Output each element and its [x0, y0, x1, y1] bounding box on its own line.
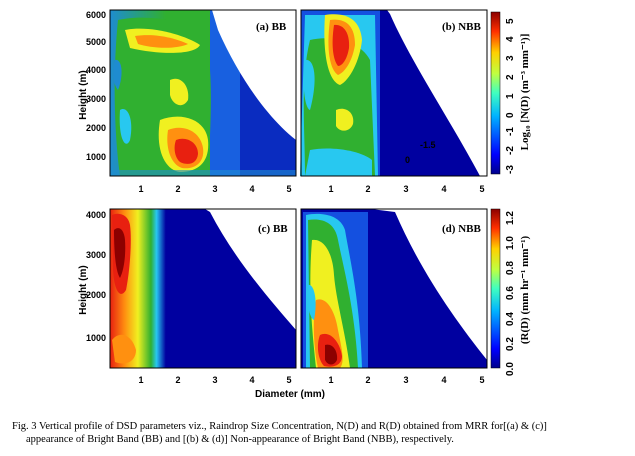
cb-top-tick-5: 2 [505, 74, 516, 80]
x-tick-a-3: 3 [212, 184, 217, 194]
panel-b: (b) NBB 0 -1.5 [300, 9, 488, 177]
cb-top-tick-8: 5 [505, 18, 516, 24]
x-tick-a-5: 5 [286, 184, 291, 194]
x-tick-d-4: 4 [441, 375, 446, 385]
cb-top-tick-4: 1 [505, 93, 516, 99]
cb-bot-tick-3: 0.6 [505, 286, 516, 300]
x-tick-a-4: 4 [249, 184, 254, 194]
x-tick-b-1: 1 [328, 184, 333, 194]
top-x-ticks: 1 2 3 4 5 1 2 3 4 5 [138, 184, 484, 194]
cb-bot-tick-6: 1.2 [505, 211, 516, 225]
colorbar-bottom: 0.0 0.2 0.4 0.6 0.8 1.0 1.2 (R(D) (mm hr… [490, 208, 531, 376]
cb-bot-tick-4: 0.8 [505, 261, 516, 275]
x-tick-b-3: 3 [403, 184, 408, 194]
x-tick-d-2: 2 [365, 375, 370, 385]
cb-bot-tick-5: 1.0 [505, 236, 516, 250]
colorbar-top-label: Log₁₀ [N(D) (m⁻³ mm⁻¹)] [519, 34, 531, 151]
panel-c: (c) BB [109, 208, 297, 369]
x-tick-d-5: 5 [479, 375, 484, 385]
y-tick-a-6000: 6000 [86, 10, 106, 20]
x-tick-c-3: 3 [212, 375, 217, 385]
x-tick-a-2: 2 [175, 184, 180, 194]
y-tick-a-5000: 5000 [86, 37, 106, 47]
colorbar-bottom-label: (R(D) (mm hr⁻¹ mm⁻¹) [519, 236, 531, 345]
panel-a: (a) BB [109, 9, 297, 177]
caption-line-2: appearance of Bright Band (BB) and [(b) … [26, 434, 454, 445]
x-tick-b-5: 5 [479, 184, 484, 194]
y-tick-a-1000: 1000 [86, 152, 106, 162]
y-tick-a-3000: 3000 [86, 94, 106, 104]
cb-bot-tick-1: 0.2 [505, 337, 516, 351]
contour-mark-0: 0 [405, 155, 410, 165]
x-tick-c-4: 4 [249, 375, 254, 385]
panel-d: (d) NBB [300, 208, 488, 369]
x-tick-b-4: 4 [441, 184, 446, 194]
panel-c-y-axis: 1000 2000 3000 4000 [86, 210, 106, 343]
cb-top-tick-1: -2 [505, 146, 516, 155]
x-tick-c-1: 1 [138, 375, 143, 385]
cb-top-tick-6: 3 [505, 55, 516, 61]
x-tick-c-2: 2 [175, 375, 180, 385]
y-axis-label-top: Height (m) [78, 70, 89, 119]
x-axis-label: Diameter (mm) [255, 389, 325, 400]
x-tick-d-1: 1 [328, 375, 333, 385]
x-tick-b-2: 2 [365, 184, 370, 194]
panel-a-y-axis: 1000 2000 3000 4000 5000 6000 [86, 10, 106, 162]
cb-top-tick-3: 0 [505, 112, 516, 118]
y-tick-c-1000: 1000 [86, 333, 106, 343]
cb-top-tick-0: -3 [505, 165, 516, 174]
bottom-x-ticks: 1 2 3 4 5 1 2 3 4 5 [138, 375, 484, 385]
y-tick-c-3000: 3000 [86, 250, 106, 260]
figure-caption: Fig. 3 Vertical profile of DSD parameter… [12, 420, 624, 446]
y-axis-label-bottom: Height (m) [78, 265, 89, 314]
caption-line-1: Fig. 3 Vertical profile of DSD parameter… [12, 421, 547, 432]
cb-bot-tick-2: 0.4 [505, 312, 516, 326]
x-tick-d-3: 3 [403, 375, 408, 385]
cb-bot-tick-0: 0.0 [505, 362, 516, 376]
panel-a-label: (a) BB [256, 21, 287, 33]
panel-c-label: (c) BB [258, 223, 288, 235]
y-tick-a-4000: 4000 [86, 65, 106, 75]
panel-d-label: (d) NBB [442, 223, 481, 235]
y-tick-c-4000: 4000 [86, 210, 106, 220]
panel-b-label: (b) NBB [442, 21, 481, 33]
x-tick-a-1: 1 [138, 184, 143, 194]
y-tick-c-2000: 2000 [86, 290, 106, 300]
contour-mark-1: -1.5 [420, 140, 436, 150]
x-tick-c-5: 5 [286, 375, 291, 385]
colorbar-top: -3 -2 -1 0 1 2 3 4 5 Log₁₀ [N(D) (m⁻³ mm… [490, 11, 531, 175]
cb-top-tick-7: 4 [505, 36, 516, 42]
y-tick-a-2000: 2000 [86, 123, 106, 133]
cb-top-tick-2: -1 [505, 127, 516, 136]
